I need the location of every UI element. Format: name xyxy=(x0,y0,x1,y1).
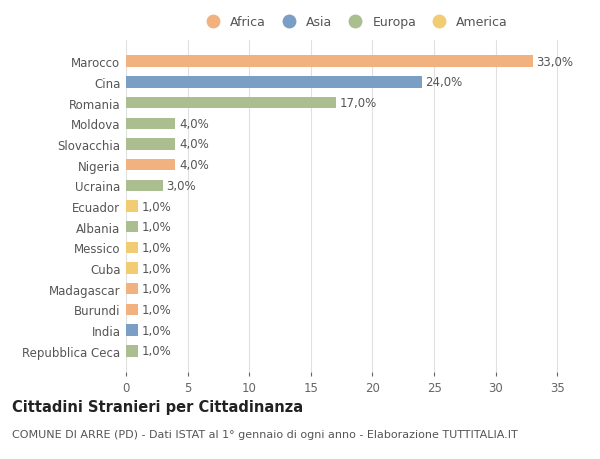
Legend: Africa, Asia, Europa, America: Africa, Asia, Europa, America xyxy=(195,11,513,34)
Bar xyxy=(126,325,139,336)
Text: 1,0%: 1,0% xyxy=(142,221,172,234)
Bar xyxy=(126,201,139,212)
Bar xyxy=(126,118,175,129)
Bar xyxy=(126,304,139,315)
Text: 1,0%: 1,0% xyxy=(142,241,172,254)
Text: 1,0%: 1,0% xyxy=(142,262,172,275)
Text: 4,0%: 4,0% xyxy=(179,118,209,130)
Text: 33,0%: 33,0% xyxy=(536,56,574,68)
Text: 1,0%: 1,0% xyxy=(142,324,172,337)
Bar xyxy=(126,139,175,150)
Bar xyxy=(126,263,139,274)
Text: 17,0%: 17,0% xyxy=(339,97,376,110)
Text: COMUNE DI ARRE (PD) - Dati ISTAT al 1° gennaio di ogni anno - Elaborazione TUTTI: COMUNE DI ARRE (PD) - Dati ISTAT al 1° g… xyxy=(12,429,518,439)
Text: 24,0%: 24,0% xyxy=(425,76,463,89)
Text: 3,0%: 3,0% xyxy=(167,179,196,192)
Text: 4,0%: 4,0% xyxy=(179,159,209,172)
Text: 4,0%: 4,0% xyxy=(179,138,209,151)
Bar xyxy=(126,222,139,233)
Text: 1,0%: 1,0% xyxy=(142,200,172,213)
Bar xyxy=(126,160,175,171)
Text: 1,0%: 1,0% xyxy=(142,345,172,358)
Text: Cittadini Stranieri per Cittadinanza: Cittadini Stranieri per Cittadinanza xyxy=(12,399,303,414)
Text: 1,0%: 1,0% xyxy=(142,303,172,316)
Bar xyxy=(126,180,163,191)
Bar xyxy=(126,56,533,67)
Bar xyxy=(126,242,139,253)
Bar xyxy=(126,284,139,295)
Bar xyxy=(126,346,139,357)
Bar xyxy=(126,98,335,109)
Text: 1,0%: 1,0% xyxy=(142,283,172,296)
Bar xyxy=(126,77,422,88)
